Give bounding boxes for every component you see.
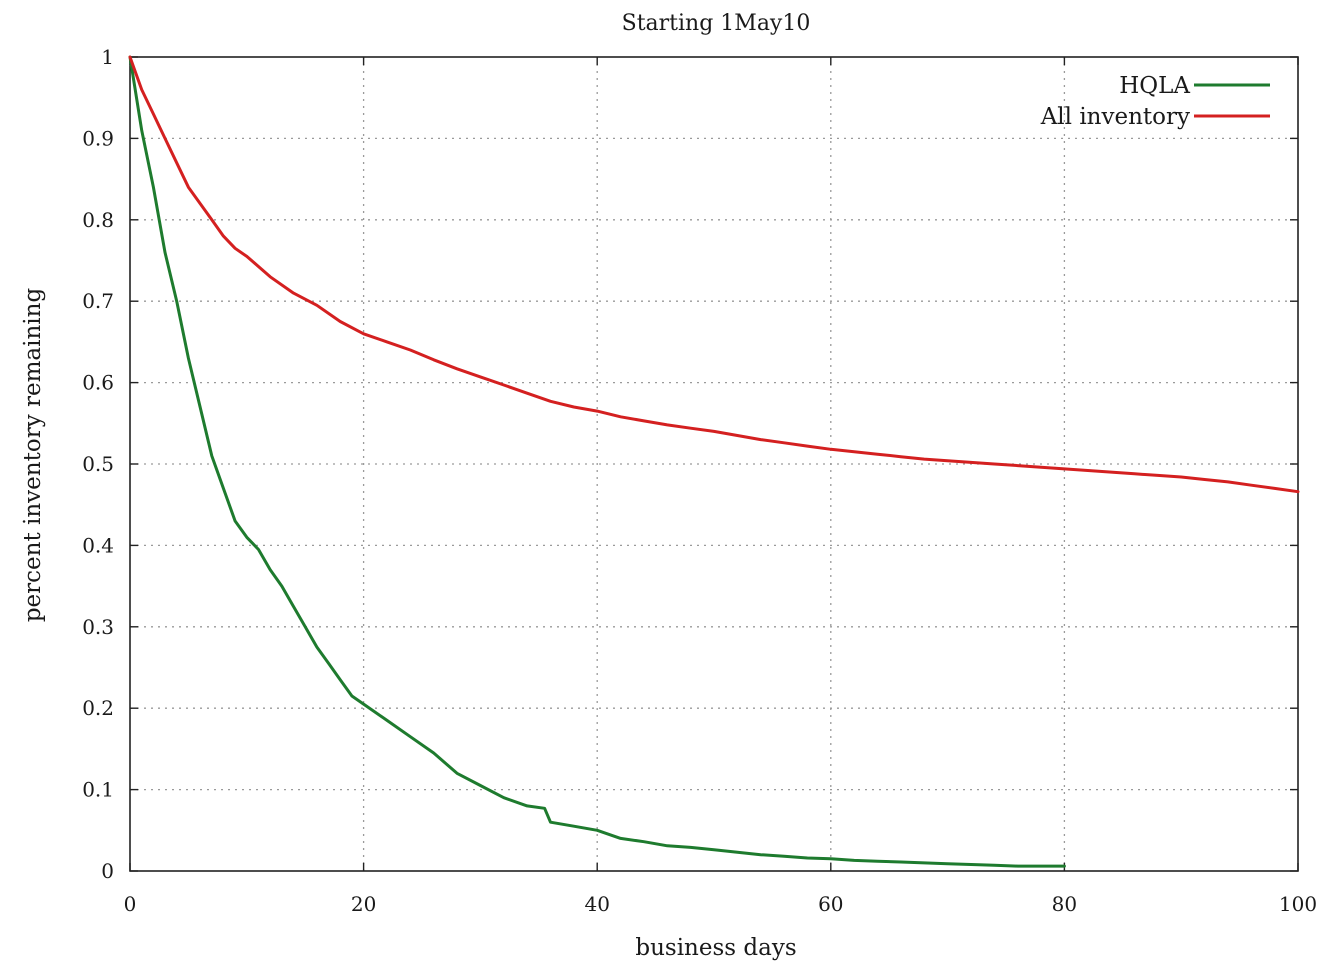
y-tick-label: 0 bbox=[101, 859, 114, 883]
x-tick-label: 80 bbox=[1052, 892, 1077, 916]
legend-label-all-inventory: All inventory bbox=[1040, 104, 1190, 130]
y-tick-label: 0.1 bbox=[82, 778, 114, 802]
y-tick-label: 0.4 bbox=[82, 533, 114, 557]
chart-title: Starting 1May10 bbox=[622, 11, 811, 36]
legend-label-hqla: HQLA bbox=[1119, 73, 1190, 99]
x-tick-label: 60 bbox=[818, 892, 843, 916]
y-tick-label: 0.2 bbox=[82, 696, 114, 720]
legend: HQLA All inventory bbox=[1040, 73, 1270, 130]
gridlines bbox=[130, 57, 1298, 871]
y-tick-label: 0.7 bbox=[82, 289, 114, 313]
x-axis-title: business days bbox=[635, 935, 796, 961]
y-tick-label: 0.8 bbox=[82, 208, 114, 232]
y-tick-label: 0.9 bbox=[82, 126, 114, 150]
series-line-all-inventory bbox=[128, 55, 1300, 494]
x-tick-label: 40 bbox=[584, 892, 609, 916]
y-tick-label: 0.3 bbox=[82, 615, 114, 639]
x-tick-label: 100 bbox=[1279, 892, 1317, 916]
series-layer bbox=[128, 55, 1300, 868]
axis-ticks: 0 20 40 60 80 100 0 0.1 0.2 0.3 0.4 0.5 0.6 0.7 0.8 0.9… bbox=[82, 45, 1317, 916]
series-line-hqla bbox=[128, 55, 1066, 868]
y-tick-label: 1 bbox=[101, 45, 114, 69]
x-tick-label: 0 bbox=[124, 892, 137, 916]
y-tick-label: 0.6 bbox=[82, 371, 114, 395]
x-tick-label: 20 bbox=[351, 892, 376, 916]
y-tick-label: 0.5 bbox=[82, 452, 114, 476]
y-axis-title: percent inventory remaining bbox=[20, 288, 46, 623]
